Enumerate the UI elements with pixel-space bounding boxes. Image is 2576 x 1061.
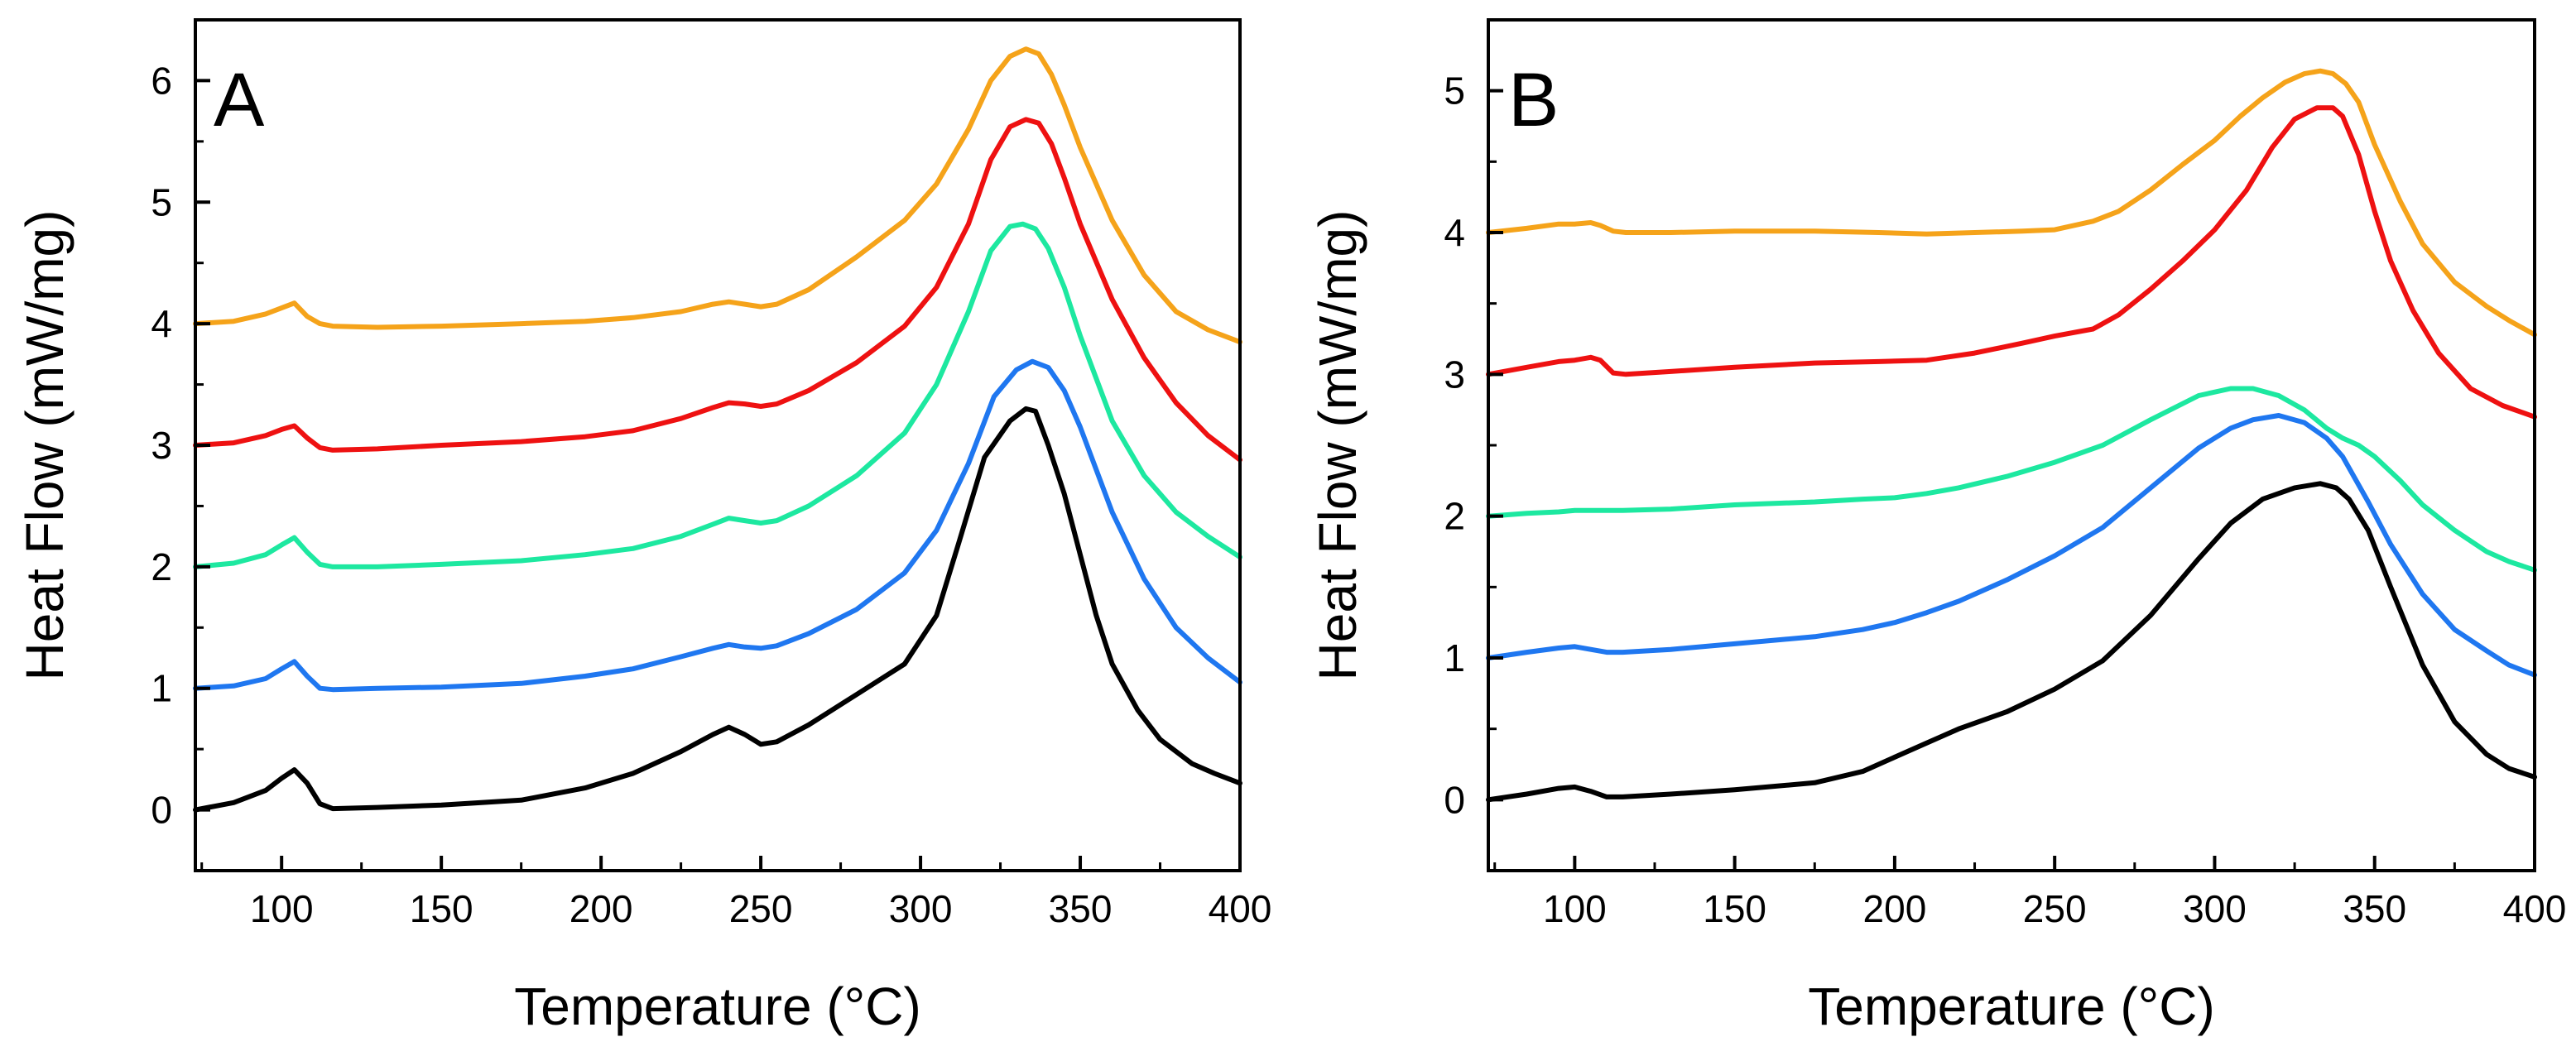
panel-a-y-axis-label: Heat Flow (mW/mg) <box>15 210 74 681</box>
panel-a-y-tick-label: 0 <box>151 789 172 832</box>
panel-a-y-tick-label: 3 <box>151 424 172 467</box>
panel-b-y-tick-label: 4 <box>1444 211 1465 254</box>
panel-b-series-orange <box>1486 68 2537 338</box>
panel-b-y-tick-label: 2 <box>1444 495 1465 538</box>
panel-a-series-layer <box>193 46 1242 813</box>
panel-b-series-blue <box>1486 413 2537 678</box>
panel-a-ticks-layer: 100 150 200 250 300 350 400 0 1 2 3 4 5 6 <box>151 18 1272 930</box>
panel-b-x-tick-label: 250 <box>2023 887 2087 930</box>
panel-a-x-tick-label: 350 <box>1049 887 1113 930</box>
panel-a-x-tick-label: 250 <box>729 887 793 930</box>
panel-a-x-tick-label: 400 <box>1209 887 1272 930</box>
panel-a-series-blue <box>193 358 1242 693</box>
panel-a: 100 150 200 250 300 350 400 0 1 2 3 4 5 6 A Temperatu… <box>15 18 1272 1036</box>
panel-a-series-green <box>193 221 1242 569</box>
panel-b-x-tick-label: 350 <box>2343 887 2406 930</box>
panel-a-x-tick-label: 300 <box>889 887 953 930</box>
panel-a-y-tick-label: 2 <box>151 545 172 588</box>
panel-b-y-tick-label: 1 <box>1444 636 1465 679</box>
panel-a-series-orange <box>193 46 1242 345</box>
panel-a-x-axis-label: Temperature (°C) <box>514 977 921 1036</box>
panel-a-x-tick-label: 200 <box>570 887 633 930</box>
panel-a-y-tick-label: 5 <box>151 180 172 223</box>
panel-b-y-tick-label: 3 <box>1444 353 1465 396</box>
panel-b-x-axis-label: Temperature (°C) <box>1808 977 2215 1036</box>
panel-a-y-tick-label: 4 <box>151 302 172 345</box>
panel-b-x-tick-label: 300 <box>2183 887 2247 930</box>
panel-b-y-tick-label: 0 <box>1444 778 1465 821</box>
panel-b-y-axis-label: Heat Flow (mW/mg) <box>1308 210 1367 681</box>
panel-b-series-green <box>1486 386 2537 573</box>
panel-a-y-tick-label: 6 <box>151 59 172 102</box>
panel-a-plot-frame <box>194 18 1242 872</box>
panel-b-x-tick-label: 200 <box>1863 887 1927 930</box>
panel-b-x-tick-label: 150 <box>1703 887 1766 930</box>
panel-b-x-tick-label: 400 <box>2503 887 2567 930</box>
panel-a-letter: A <box>214 58 265 142</box>
panel-b: 100 150 200 250 300 350 400 0 1 2 3 4 5 B Temperatur… <box>1308 18 2567 1036</box>
panel-b-series-red <box>1486 105 2537 420</box>
panel-a-x-tick-label: 100 <box>250 887 314 930</box>
panel-b-series-layer <box>1486 68 2537 803</box>
panel-b-letter: B <box>1508 58 1559 142</box>
panel-a-series-red <box>193 117 1242 463</box>
panel-a-series-black <box>193 406 1242 813</box>
panel-a-y-tick-label: 1 <box>151 667 172 710</box>
panel-b-x-tick-label: 100 <box>1543 887 1607 930</box>
panel-b-ticks-layer: 100 150 200 250 300 350 400 0 1 2 3 4 5 <box>1444 18 2567 930</box>
panel-b-series-black <box>1486 481 2537 803</box>
panel-b-y-tick-label: 5 <box>1444 70 1465 113</box>
panel-a-x-tick-label: 150 <box>410 887 473 930</box>
